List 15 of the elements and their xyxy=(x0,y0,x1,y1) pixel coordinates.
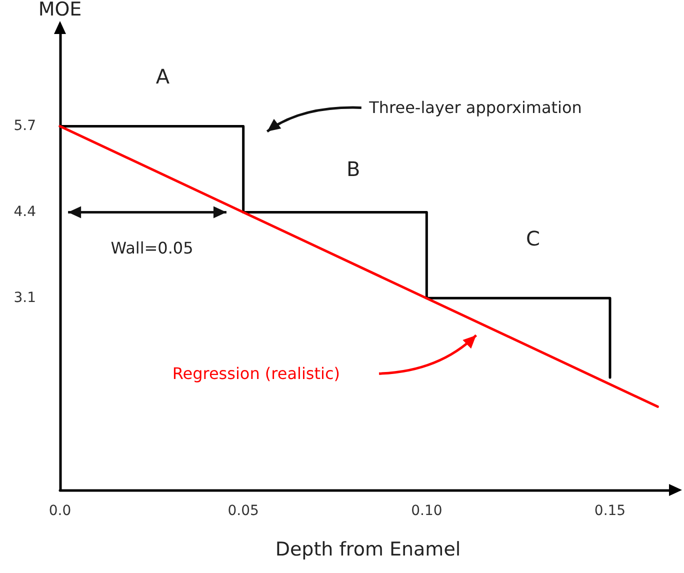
y-tick-label: 3.1 xyxy=(14,290,36,306)
x-tick-label: 0.0 xyxy=(48,503,72,519)
x-tick-label: 0.15 xyxy=(594,503,626,519)
annotation: Regression (realistic) xyxy=(172,364,340,384)
annotation: Three-layer apporximation xyxy=(368,98,582,118)
x-tick-label: 0.10 xyxy=(411,503,442,519)
annotation: A xyxy=(156,64,170,89)
annotation: B xyxy=(346,157,360,182)
x-tick-label: 0.05 xyxy=(228,503,259,519)
y-tick-label: 4.4 xyxy=(14,204,36,220)
x-axis-title: Depth from Enamel xyxy=(275,538,461,560)
y-axis-title: MOE xyxy=(38,0,82,20)
annotation: C xyxy=(526,226,540,251)
annotation: Wall=0.05 xyxy=(110,238,194,258)
y-tick-label: 5.7 xyxy=(14,118,36,134)
